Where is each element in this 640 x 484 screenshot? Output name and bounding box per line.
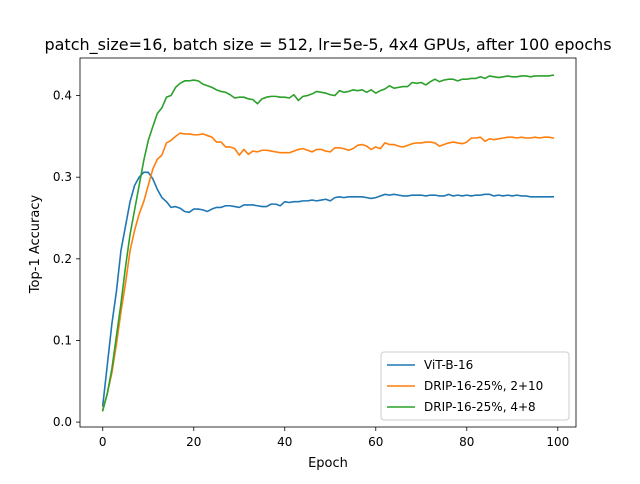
x-tick-label: 0 bbox=[99, 435, 107, 449]
legend-label-1: ViT-B-16 bbox=[424, 358, 473, 372]
x-tick-label: 80 bbox=[459, 435, 474, 449]
legend-box bbox=[380, 351, 570, 421]
x-tick-label: 20 bbox=[186, 435, 201, 449]
axes-frame bbox=[79, 57, 577, 428]
chart-title: patch_size=16, batch size = 512, lr=5e-5… bbox=[44, 35, 611, 55]
y-tick-label: 0.3 bbox=[53, 170, 72, 184]
x-axis-label: Epoch bbox=[308, 456, 348, 471]
legend-label-3: DRIP-16-25%, 4+8 bbox=[424, 400, 536, 414]
series-line-3 bbox=[101, 74, 555, 412]
series-line-1 bbox=[101, 171, 555, 407]
plot-area: 0 20 40 60 80 100 0.0 0.1 0.2 0.3 0.4 bbox=[53, 57, 577, 449]
series-line-2 bbox=[101, 132, 555, 411]
x-tick-label: 60 bbox=[368, 435, 383, 449]
legend-label-2: DRIP-16-25%, 2+10 bbox=[424, 379, 543, 393]
legend: ViT-B-16 DRIP-16-25%, 2+10 DRIP-16-25%, 4+… bbox=[380, 351, 570, 421]
y-tick-label: 0.2 bbox=[53, 252, 72, 266]
x-tick-label: 100 bbox=[546, 435, 569, 449]
y-tick-label: 0.4 bbox=[53, 89, 72, 103]
y-axis-label: Top-1 Accuracy bbox=[28, 195, 43, 295]
y-tick-label: 0.1 bbox=[53, 333, 72, 347]
x-tick-label: 40 bbox=[277, 435, 292, 449]
y-tick-label: 0.0 bbox=[53, 415, 72, 429]
